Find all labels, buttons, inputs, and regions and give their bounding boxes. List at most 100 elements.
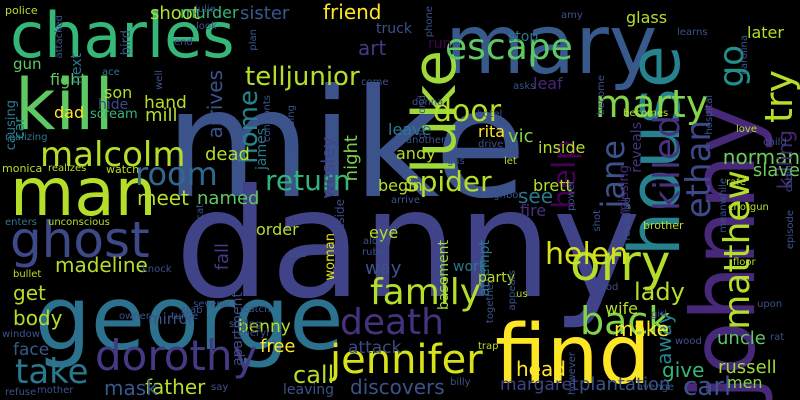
cloud-word-reveals: reveals (629, 122, 645, 173)
cloud-word-realizes: realizes (48, 163, 87, 174)
cloud-word-telljunior: telljunior (245, 62, 360, 92)
cloud-word-art: art (358, 36, 387, 60)
cloud-word-power: power (566, 180, 577, 211)
cloud-word-margaret: margaret (500, 375, 579, 395)
cloud-word-hand: hand (144, 93, 187, 113)
cloud-word-marty: marty (595, 82, 709, 126)
cloud-word-come: come (361, 77, 389, 88)
cloud-word-charles: charles (10, 0, 235, 72)
cloud-word-try: try (757, 70, 800, 124)
cloud-word-order: order (256, 220, 299, 239)
cloud-word-let: let (504, 156, 517, 167)
cloud-word-run: run (428, 36, 452, 52)
cloud-word-plantation: plantation (579, 374, 671, 395)
cloud-word-becomes: becomes (623, 108, 669, 119)
cloud-word-jennifer: jennifer (330, 337, 483, 383)
cloud-word-father: father (145, 375, 206, 399)
cloud-word-mirror: mirror (148, 310, 194, 328)
cloud-word-murder: murder (180, 3, 239, 22)
cloud-word-mill: mill (145, 105, 178, 126)
cloud-word-brother: brother (643, 219, 684, 232)
cloud-word-become: become (596, 75, 607, 116)
cloud-word-way: way (365, 258, 402, 279)
cloud-word-ace: ace (102, 67, 120, 78)
cloud-word-mother: mother (37, 385, 74, 396)
cloud-word-episode: episode (785, 210, 796, 250)
cloud-word-scream: scream (90, 107, 138, 122)
cloud-word-shot: shot (592, 210, 603, 232)
cloud-word-mary: mary (445, 0, 658, 93)
cloud-word-find: find (495, 308, 651, 400)
cloud-word-cabin: cabin (784, 165, 795, 193)
cloud-word-asks: asks (513, 81, 536, 92)
cloud-word-hide: hide (98, 97, 129, 113)
cloud-word-enters: enters (5, 217, 37, 228)
cloud-word-helen: helen (545, 237, 629, 272)
cloud-word-uncle: uncle (717, 328, 766, 349)
cloud-word-men: men (727, 373, 763, 392)
cloud-word-stab: stab (181, 305, 203, 316)
cloud-word-see: see (518, 184, 554, 208)
cloud-word-mike: mike (165, 58, 527, 232)
cloud-word-attack: attack (348, 338, 402, 358)
cloud-word-leaving: leaving (283, 382, 335, 398)
cloud-word-next: next (69, 53, 85, 85)
cloud-word-cat: cat (195, 204, 206, 220)
cloud-word-gas: gas (447, 156, 465, 167)
cloud-word-amy: amy (561, 10, 583, 21)
cloud-word-us: us (516, 289, 528, 300)
cloud-word-room: room (135, 155, 218, 193)
cloud-word-slave: slave (752, 160, 800, 181)
cloud-word-death: death (340, 302, 444, 343)
cloud-word-fight: fight (50, 70, 87, 89)
cloud-word-phone: phone (424, 6, 435, 38)
cloud-word-orry: orry (570, 234, 671, 292)
cloud-word-ruby: ruby (362, 247, 385, 258)
cloud-word-danny: danny (175, 158, 642, 332)
cloud-word-family: family (370, 272, 482, 313)
cloud-word-plan: plan (248, 29, 259, 51)
cloud-word-fire: fire (520, 201, 547, 220)
cloud-word-neighbor: neighbor (478, 190, 523, 201)
cloud-word-later: later (747, 23, 784, 42)
cloud-word-door: door (433, 94, 502, 129)
cloud-word-fall: fall (212, 243, 233, 271)
cloud-word-rita: rita (478, 122, 506, 141)
cloud-word-learns: learns (677, 27, 708, 38)
cloud-word-free: free (260, 336, 296, 357)
cloud-word-however: however (567, 352, 578, 395)
cloud-word-appears: appears (507, 270, 518, 311)
cloud-word-malcolm: malcolm (40, 135, 186, 175)
cloud-word-knock: knock (142, 264, 172, 275)
cloud-word-use: use (289, 249, 307, 260)
cloud-word-spider: spider (405, 165, 492, 198)
cloud-word-diamond: diamond (417, 95, 428, 139)
cloud-word-end: end (174, 37, 193, 48)
cloud-word-catch: catch (243, 304, 271, 315)
cloud-word-chotgun: chotgun (728, 202, 769, 213)
cloud-word-missing: missing (617, 165, 632, 215)
cloud-word-building: building (286, 105, 297, 146)
cloud-word-face: face (13, 340, 50, 360)
cloud-word-another: another (406, 135, 446, 146)
cloud-word-head: head (516, 357, 566, 381)
cloud-word-friend: friend (323, 0, 382, 24)
cloud-word-bird: bird (119, 30, 134, 56)
cloud-word-rod: rod (602, 282, 619, 293)
cloud-word-confronts: confronts (262, 95, 273, 142)
cloud-word-get: get (13, 281, 46, 305)
cloud-word-truck: truck (376, 21, 412, 37)
cloud-word-dad: dad (54, 103, 85, 122)
cloud-word-watch: watch (106, 163, 140, 176)
cloud-word-girl: girl (651, 309, 668, 320)
cloud-word-window: window (2, 329, 40, 340)
cloud-word-owner: owner (119, 311, 150, 322)
cloud-word-meet: meet (137, 186, 189, 210)
cloud-word-leaf: leaf (533, 74, 563, 93)
cloud-word-begin: begin (378, 176, 423, 195)
cloud-word-upon: upon (757, 299, 783, 310)
cloud-word-take: take (15, 352, 89, 392)
cloud-word-eye: eye (369, 223, 399, 242)
cloud-word-dorothy: dorothy (95, 331, 258, 380)
cloud-word-say: say (211, 382, 229, 393)
